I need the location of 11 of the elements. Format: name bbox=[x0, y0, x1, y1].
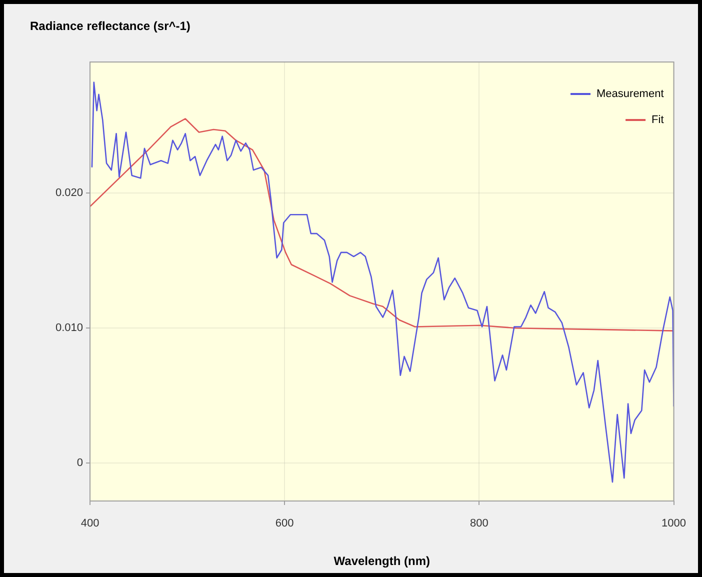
y-tick-label: 0.020 bbox=[55, 187, 83, 200]
x-axis-title: Wavelength (nm) bbox=[334, 554, 430, 568]
y-tick-label: 0 bbox=[76, 457, 83, 470]
legend-label: Measurement bbox=[596, 88, 664, 100]
x-tick-label: 800 bbox=[470, 518, 488, 530]
legend-label: Fit bbox=[652, 114, 664, 126]
y-tick-label: 0.010 bbox=[55, 322, 83, 334]
x-tick-label: 1000 bbox=[662, 518, 686, 530]
x-tick-label: 400 bbox=[80, 518, 100, 530]
x-tick-label: 600 bbox=[275, 518, 294, 530]
y-axis-title: Radiance reflectance (sr^-1) bbox=[30, 19, 190, 33]
